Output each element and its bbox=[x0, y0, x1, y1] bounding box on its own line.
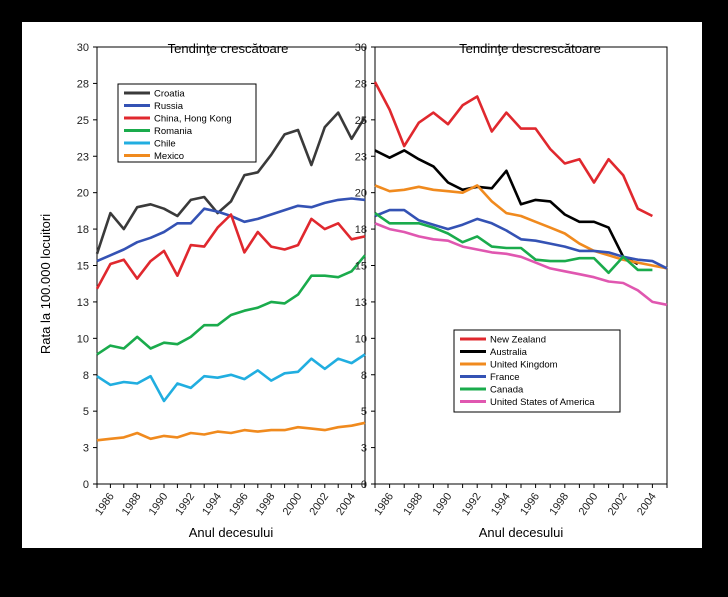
x-tick-label: 1992 bbox=[460, 491, 484, 518]
chart-figure: Rata la 100.000 locuitori 0 3 5 8 10 13 15 18 20… bbox=[38, 41, 668, 540]
y-tick-label: 15 bbox=[77, 261, 89, 273]
y-tick-label: 30 bbox=[355, 42, 367, 54]
y-tick-label: 18 bbox=[77, 224, 89, 236]
series-line-mexico bbox=[96, 421, 366, 442]
figure-frame: Rata la 100.000 locuitori 0 3 5 8 10 13 15 18 20… bbox=[22, 22, 702, 548]
series-line-croatia bbox=[95, 111, 367, 255]
x-tick-label: 1986 bbox=[372, 491, 396, 518]
x-tick-label: 1992 bbox=[173, 491, 197, 518]
y-tick-label: 13 bbox=[77, 297, 89, 309]
series-line-romania bbox=[96, 254, 366, 356]
legend-label: Australia bbox=[490, 347, 528, 358]
x-tick-label: 1986 bbox=[93, 491, 117, 518]
x-tick-label: 2000 bbox=[281, 491, 305, 518]
series-line-new-zealand bbox=[373, 81, 653, 218]
legend-label: Croatia bbox=[154, 89, 185, 100]
y-tick-label: 28 bbox=[77, 78, 89, 90]
y-tick-label: 20 bbox=[355, 188, 367, 200]
y-tick-label: 23 bbox=[77, 151, 89, 163]
y-tick-label: 3 bbox=[361, 443, 367, 455]
legend-label: New Zealand bbox=[490, 335, 546, 346]
y-tick-label: 15 bbox=[355, 261, 367, 273]
legend-label: Canada bbox=[490, 385, 524, 396]
chart-title: Tendinţe descrescătoare bbox=[459, 41, 601, 56]
y-tick-label: 8 bbox=[83, 370, 89, 382]
y-tick-label: 25 bbox=[355, 115, 367, 127]
series-line-united-states-of-america bbox=[374, 222, 668, 307]
x-tick-label: 1988 bbox=[120, 491, 144, 518]
legend-label: Chile bbox=[154, 139, 176, 150]
y-tick-label: 20 bbox=[77, 188, 89, 200]
y-tick-label: 0 bbox=[83, 479, 89, 491]
plot-frame bbox=[374, 46, 668, 485]
legend-label: United Kingdom bbox=[490, 360, 558, 371]
y-tick-label: 10 bbox=[355, 333, 367, 345]
series-line-australia bbox=[374, 149, 639, 266]
series-line-china-hong-kong bbox=[95, 213, 366, 290]
x-tick-label: 2004 bbox=[334, 491, 358, 518]
y-tick-label: 5 bbox=[361, 406, 367, 418]
x-axis-label: Anul decesului bbox=[189, 525, 274, 540]
chart-title: Tendinţe crescătoare bbox=[168, 41, 289, 56]
x-tick-label: 2004 bbox=[635, 491, 659, 518]
series-line-united-kingdom bbox=[374, 184, 668, 270]
x-tick-label: 1990 bbox=[147, 491, 171, 518]
y-tick-label: 30 bbox=[77, 42, 89, 54]
y-tick-label: 23 bbox=[355, 151, 367, 163]
x-tick-label: 1988 bbox=[401, 491, 425, 518]
y-tick-label: 0 bbox=[361, 479, 367, 491]
x-tick-label: 1996 bbox=[227, 491, 251, 518]
x-tick-label: 2000 bbox=[577, 491, 601, 518]
legend-box bbox=[453, 329, 621, 413]
x-tick-label: 2002 bbox=[606, 491, 630, 518]
y-axis-label: Rata la 100.000 locuitori bbox=[38, 214, 53, 354]
x-tick-label: 1994 bbox=[200, 491, 224, 518]
series-line-chile bbox=[96, 353, 366, 403]
y-tick-label: 28 bbox=[355, 78, 367, 90]
legend-label: United States of America bbox=[490, 397, 595, 408]
y-tick-label: 13 bbox=[355, 297, 367, 309]
legend-label: France bbox=[490, 372, 520, 383]
x-tick-label: 1996 bbox=[518, 491, 542, 518]
series-line-france bbox=[374, 208, 668, 270]
x-tick-label: 1998 bbox=[254, 491, 278, 518]
series-line-canada bbox=[374, 212, 653, 275]
x-axis-label: Anul decesului bbox=[479, 525, 564, 540]
legend-label: Russia bbox=[154, 101, 184, 112]
y-tick-label: 18 bbox=[355, 224, 367, 236]
x-tick-label: 1990 bbox=[431, 491, 455, 518]
legend-label: China, Hong Kong bbox=[154, 114, 232, 125]
y-tick-label: 8 bbox=[361, 370, 367, 382]
x-tick-label: 1998 bbox=[547, 491, 571, 518]
x-tick-label: 1994 bbox=[489, 491, 513, 518]
y-tick-label: 25 bbox=[77, 115, 89, 127]
legend-label: Romania bbox=[154, 126, 193, 137]
x-tick-label: 2002 bbox=[307, 491, 331, 518]
y-tick-label: 3 bbox=[83, 443, 89, 455]
y-tick-label: 10 bbox=[77, 333, 89, 345]
legend-label: Mexico bbox=[154, 151, 184, 162]
legend-box bbox=[117, 83, 257, 163]
y-tick-label: 5 bbox=[83, 406, 89, 418]
